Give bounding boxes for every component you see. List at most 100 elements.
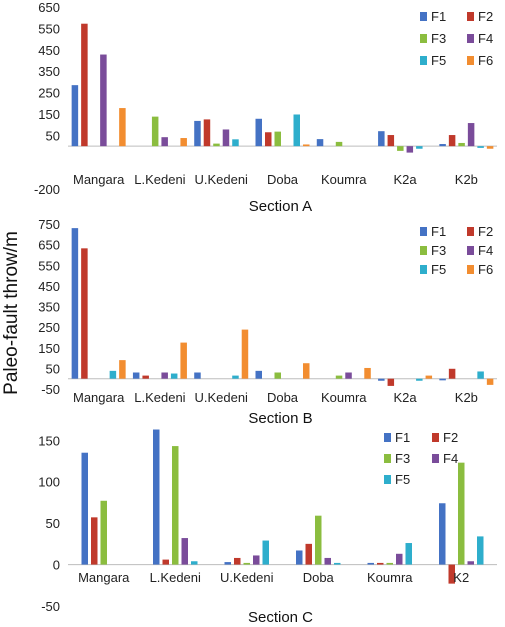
bar-f5 (293, 114, 300, 147)
bar-f6 (180, 342, 187, 379)
y-tick-label: 650 (38, 0, 60, 15)
bar-f1 (255, 370, 262, 379)
legend-label: F3 (431, 243, 446, 258)
legend-swatch (467, 246, 474, 255)
legend-swatch (432, 454, 439, 463)
bar-f1 (378, 378, 385, 381)
bar-f1 (194, 120, 201, 147)
category-label: K2b (455, 390, 478, 405)
bar-f3 (335, 375, 343, 379)
legend-swatch (384, 433, 391, 442)
bar-f2 (265, 132, 272, 147)
bar-f4 (222, 129, 230, 147)
legend-label: F3 (395, 451, 410, 466)
bar-f4 (161, 372, 168, 379)
legend-swatch (420, 246, 427, 255)
bar-f1 (153, 429, 160, 565)
bar-f1 (439, 503, 446, 565)
bar-f2 (305, 543, 312, 565)
bar-f3 (386, 562, 393, 565)
bar-f5 (232, 139, 239, 147)
bar-f6 (486, 378, 494, 385)
legend-swatch (420, 34, 427, 43)
y-tick-label: 550 (38, 21, 60, 36)
legend-label: F4 (478, 243, 493, 258)
section-title: Section C (248, 609, 313, 626)
bar-f1 (316, 139, 324, 147)
bar-f3 (274, 131, 281, 147)
legend-swatch (432, 433, 439, 442)
bar-f2 (387, 135, 395, 147)
legend-swatch (384, 454, 391, 463)
y-tick-label: 150 (38, 433, 60, 448)
legend-swatch (384, 475, 391, 484)
bar-f2 (142, 375, 149, 379)
bar-f2 (234, 557, 241, 565)
bar-f3 (458, 142, 465, 147)
section-c-panel: -50 0 50 100 150 Mangara L.Kedeni U.Kedeni Doba K… (38, 429, 497, 626)
bar-f6 (364, 367, 371, 379)
bar-f1 (296, 550, 303, 565)
bar-f6 (425, 375, 433, 379)
bar-f5 (477, 371, 484, 379)
legend-label: F1 (395, 430, 410, 445)
bar-f5 (170, 373, 178, 379)
legend-label: F2 (478, 224, 493, 239)
bar-f2 (162, 559, 169, 565)
legend-label: F4 (478, 31, 493, 46)
bar-f5 (405, 543, 412, 565)
legend-label: F5 (431, 53, 446, 68)
category-label: K2b (455, 172, 478, 187)
bar-f6 (303, 363, 310, 379)
bar-f6 (119, 108, 126, 147)
category-label: Koumra (321, 172, 367, 187)
bar-f3 (172, 446, 179, 565)
legend-label: F5 (431, 262, 446, 277)
legend-label: F1 (431, 9, 446, 24)
bar-f2 (448, 368, 456, 379)
bar-f2 (203, 119, 211, 147)
category-label: L.Kedeni (150, 570, 201, 585)
category-label: K2a (394, 390, 418, 405)
legend-label: F3 (431, 31, 446, 46)
bar-f2 (81, 23, 88, 147)
bar-f3 (458, 462, 465, 565)
legend-label: F6 (478, 262, 493, 277)
bar-f5 (477, 146, 484, 148)
bar-f1 (81, 452, 88, 565)
bar-f1 (439, 144, 446, 147)
bar-f6 (486, 146, 494, 149)
legend-swatch (467, 34, 474, 43)
bar-f3 (100, 500, 107, 565)
bar-f6 (303, 144, 310, 147)
y-tick-label: 50 (46, 516, 60, 531)
bar-f1 (439, 378, 446, 381)
category-label: L.Kedeni (134, 172, 185, 187)
category-label: Koumra (321, 390, 367, 405)
y-tick-label: 350 (38, 64, 60, 79)
y-tick-label: 50 (46, 361, 60, 376)
y-tick-label: -50 (41, 382, 60, 397)
bar-f2 (448, 135, 456, 147)
bar-f4 (406, 146, 414, 153)
bar-f1 (71, 85, 79, 147)
bar-f3 (213, 143, 220, 147)
bar-f5 (232, 375, 239, 379)
y-tick-label: 450 (38, 279, 60, 294)
legend-swatch (467, 265, 474, 274)
y-tick-label: -200 (34, 182, 60, 197)
bar-f2 (91, 517, 98, 565)
bar-f4 (181, 538, 188, 565)
bar-f3 (243, 562, 250, 565)
section-title: Section B (248, 410, 312, 427)
bar-f1 (194, 372, 201, 379)
bar-f2 (448, 564, 455, 584)
bar-f1 (132, 372, 140, 379)
bar-f6 (119, 360, 126, 379)
legend-label: F5 (395, 472, 410, 487)
section-title: Section A (249, 198, 312, 215)
y-tick-label: 350 (38, 300, 60, 315)
legend-swatch (420, 56, 427, 65)
y-tick-label: 250 (38, 320, 60, 335)
category-label: K2 (453, 570, 469, 585)
